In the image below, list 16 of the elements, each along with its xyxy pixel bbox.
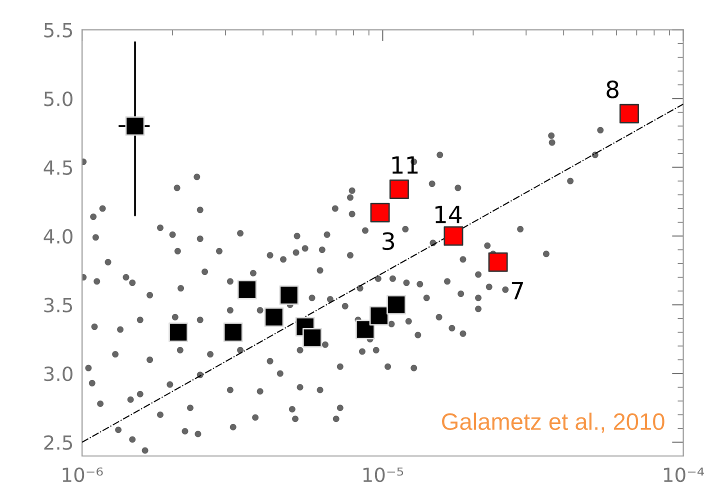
y-tick-label: 5.0: [44, 92, 72, 106]
annotation: 7: [512, 282, 523, 300]
annotation: 3: [382, 232, 394, 250]
x-tick-label: 10⁻⁶: [62, 467, 103, 482]
y-tick-label: 5.5: [44, 23, 72, 38]
annotation: Galametz et al., 2010: [442, 412, 664, 433]
y-tick-label: 4.5: [44, 160, 72, 175]
x-tick-label: 10⁻⁴: [664, 467, 704, 482]
y-tick-label: 4.0: [44, 228, 72, 244]
y-tick-label: 2.5: [44, 435, 72, 450]
annotation: 11: [392, 156, 418, 174]
y-tick-label: 3.5: [44, 298, 72, 312]
annotation: 14: [435, 206, 462, 224]
annotation: 8: [606, 80, 618, 98]
y-tick-label: 3.0: [44, 366, 72, 382]
x-tick-label: 10⁻⁵: [363, 467, 404, 482]
